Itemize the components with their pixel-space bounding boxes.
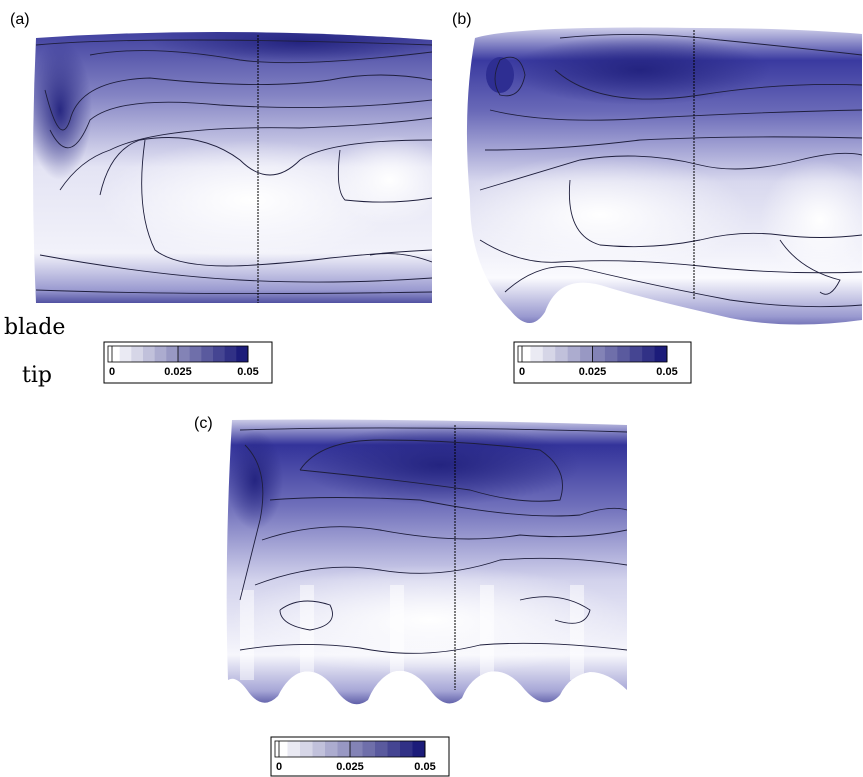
tip-label: tip [22, 363, 52, 388]
colorbar-level [108, 346, 121, 362]
panel-c: (c) [194, 415, 627, 705]
colorbar-level [642, 346, 656, 362]
colorbar-level [350, 741, 363, 757]
colorbar-level [617, 346, 631, 362]
colorbar-level [312, 741, 326, 757]
panel-b-field [466, 27, 862, 325]
colorbar-level [143, 346, 156, 362]
colorbar-level [300, 741, 313, 757]
colorbar-tick-label: 0 [109, 366, 115, 378]
colorbar-level [604, 346, 618, 362]
colorbar-tick-label: 0.025 [579, 366, 607, 378]
colorbar-level [224, 346, 237, 362]
colorbar-level [530, 346, 544, 362]
colorbar-tick-label: 0.025 [336, 761, 364, 773]
colorbar-tick-label: 0.05 [656, 366, 677, 378]
colorbar-level [189, 346, 202, 362]
colorbar-tick-label: 0.025 [164, 366, 192, 378]
panel-c-field [226, 419, 627, 705]
colorbar-level [178, 346, 191, 362]
colorbar-tick-label: 0 [276, 761, 282, 773]
colorbar-level [629, 346, 643, 362]
colorbar-level [154, 346, 167, 362]
colorbar-level [325, 741, 338, 757]
colorbar-level [236, 346, 249, 362]
panel-a-label: (a) [10, 11, 30, 28]
colorbar-tick-label: 0 [519, 366, 525, 378]
colorbar-level [213, 346, 226, 362]
colorbar-level [412, 741, 426, 757]
colorbar-c: 0 0.025 0.05 [270, 736, 450, 777]
colorbar-level [375, 741, 388, 757]
colorbar-level [542, 346, 556, 362]
colorbar-tick-label: 0.05 [237, 366, 258, 378]
colorbar-level [287, 741, 301, 757]
colorbar-level [400, 741, 413, 757]
blade-label: blade [4, 315, 65, 340]
colorbar-b: 0 0.025 0.05 [513, 341, 692, 384]
colorbar-level [275, 741, 288, 757]
panel-a: (a) [10, 11, 432, 303]
colorbar-level [337, 741, 351, 757]
colorbar-level [387, 741, 401, 757]
colorbar-level [580, 346, 593, 362]
colorbar-level [518, 346, 531, 362]
colorbar-level [654, 346, 668, 362]
colorbar-tick-label: 0.05 [414, 761, 435, 773]
panel-b: (b) [452, 11, 862, 325]
panel-b-label: (b) [452, 11, 472, 28]
panel-a-field [33, 31, 432, 303]
colorbar-level [567, 346, 581, 362]
colorbar-level [555, 346, 569, 362]
colorbar-level [166, 346, 179, 362]
colorbar-level [131, 346, 144, 362]
colorbar-level [592, 346, 606, 362]
colorbar-level [362, 741, 376, 757]
colorbar-level [201, 346, 214, 362]
colorbar-level [119, 346, 132, 362]
panel-c-label: (c) [194, 415, 213, 432]
colorbar-a: 0 0.025 0.05 [103, 341, 273, 384]
